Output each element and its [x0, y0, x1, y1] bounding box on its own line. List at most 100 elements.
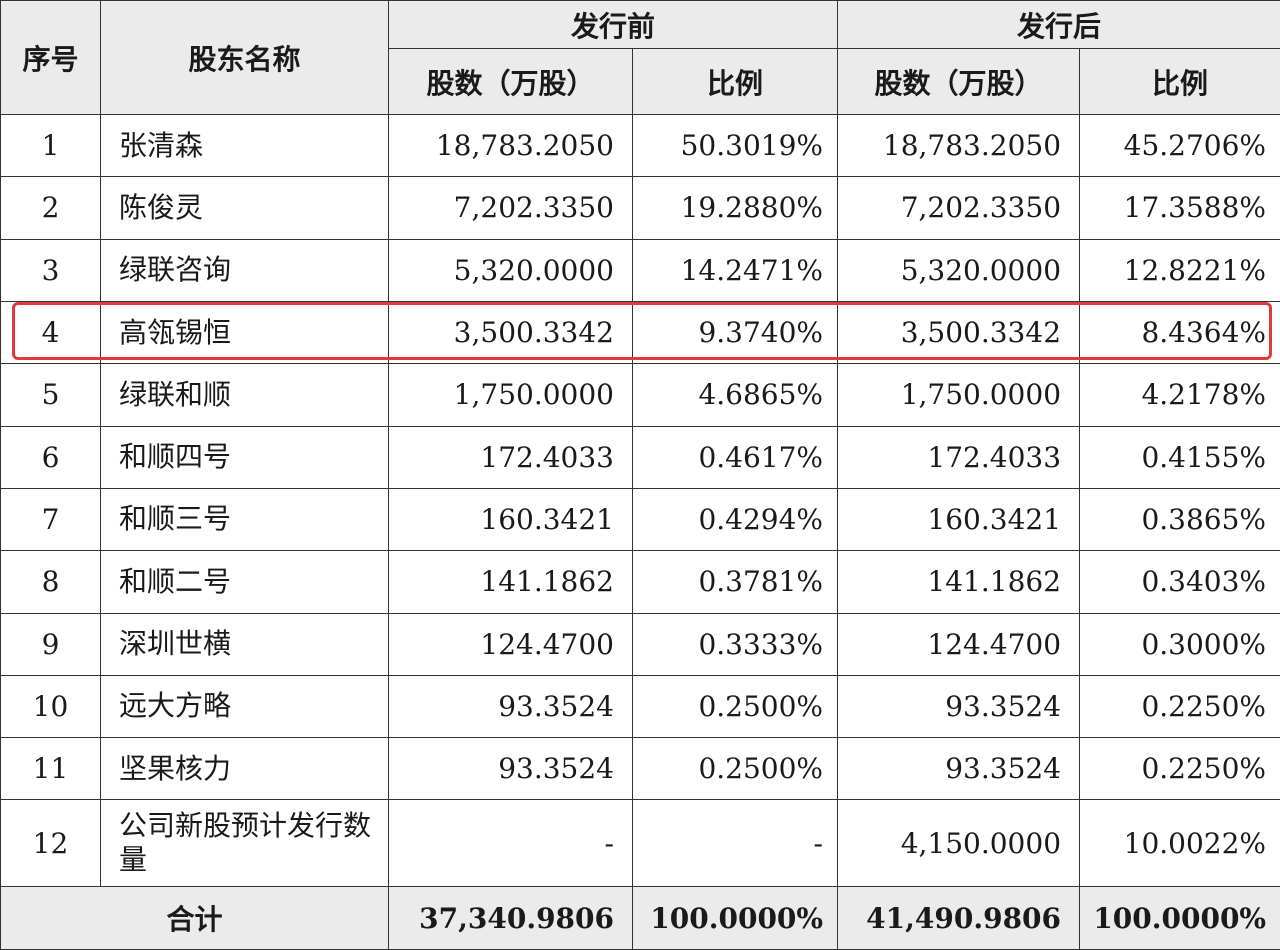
table-row-highlighted: 4 高瓴锡恒 3,500.3342 9.3740% 3,500.3342 8.4…	[0, 300, 1280, 365]
table-row: 6 和顺四号 172.4033 0.4617% 172.4033 0.4155%	[0, 425, 1280, 489]
after-ratio-cell: 10.0022%	[1079, 799, 1280, 887]
before-shares-cell: 1,750.0000	[388, 363, 633, 427]
header-row-2: 股数（万股） 比例 股数（万股） 比例	[1, 48, 1280, 115]
before-shares-cell: 172.4033	[388, 425, 633, 489]
total-row: 合计 37,340.9806 100.0000% 41,490.9806 100…	[0, 886, 1280, 950]
after-ratio-cell: 45.2706%	[1079, 113, 1280, 178]
header-name: 股东名称	[100, 0, 389, 115]
before-ratio-cell: 19.2880%	[631, 176, 839, 240]
before-shares-cell: 141.1862	[388, 550, 633, 614]
after-shares-cell: 3,500.3342	[837, 300, 1081, 365]
after-shares-cell: 4,150.0000	[837, 799, 1081, 887]
after-ratio-cell: 8.4364%	[1079, 300, 1280, 365]
header-before-ratio: 比例	[631, 48, 839, 115]
before-shares-cell: 93.3524	[388, 674, 633, 739]
table-row: 11 坚果核力 93.3524 0.2500% 93.3524 0.2250%	[0, 737, 1280, 801]
total-before-ratio: 100.0000%	[631, 886, 839, 950]
after-shares-cell: 18,783.2050	[837, 113, 1081, 178]
before-ratio-cell: 9.3740%	[631, 300, 839, 365]
before-shares-cell: -	[388, 799, 633, 887]
before-ratio-cell: 0.3333%	[631, 612, 839, 676]
shareholder-name-cell: 远大方略	[100, 674, 389, 739]
after-shares-cell: 93.3524	[837, 674, 1081, 739]
after-ratio-cell: 0.2250%	[1079, 737, 1280, 801]
header-before-shares: 股数（万股）	[388, 48, 633, 115]
shareholder-name-cell: 高瓴锡恒	[100, 300, 389, 365]
shareholder-name-cell: 公司新股预计发行数量	[100, 799, 389, 887]
seq-cell: 8	[0, 550, 101, 614]
total-after-shares: 41,490.9806	[837, 886, 1081, 950]
total-after-ratio: 100.0000%	[1079, 886, 1280, 950]
before-ratio-cell: 0.4617%	[631, 425, 839, 489]
shareholder-name-cell: 和顺三号	[100, 487, 389, 552]
table-row: 9 深圳世横 124.4700 0.3333% 124.4700 0.3000%	[0, 612, 1280, 676]
after-ratio-cell: 12.8221%	[1079, 238, 1280, 302]
before-ratio-cell: 0.4294%	[631, 487, 839, 552]
shareholder-name-cell: 和顺四号	[100, 425, 389, 489]
after-ratio-cell: 0.3403%	[1079, 550, 1280, 614]
table-row: 12 公司新股预计发行数量 - - 4,150.0000 10.0022%	[0, 799, 1280, 887]
before-shares-cell: 160.3421	[388, 487, 633, 552]
table-row: 2 陈俊灵 7,202.3350 19.2880% 7,202.3350 17.…	[0, 176, 1280, 240]
before-shares-cell: 7,202.3350	[388, 176, 633, 240]
shareholder-name-cell: 坚果核力	[100, 737, 389, 801]
after-shares-cell: 1,750.0000	[837, 363, 1081, 427]
table-row: 1 张清森 18,783.2050 50.3019% 18,783.2050 4…	[0, 113, 1280, 178]
before-ratio-cell: 4.6865%	[631, 363, 839, 427]
header-row-1: 序号 股东名称 发行前 发行后	[0, 0, 1280, 115]
after-shares-cell: 7,202.3350	[837, 176, 1081, 240]
total-label: 合计	[0, 886, 389, 950]
seq-cell: 7	[0, 487, 101, 552]
header-after: 发行后	[837, 0, 1280, 49]
seq-cell: 10	[0, 674, 101, 739]
before-ratio-cell: 0.2500%	[631, 674, 839, 739]
after-ratio-cell: 0.4155%	[1079, 425, 1280, 489]
after-ratio-cell: 0.3000%	[1079, 612, 1280, 676]
after-shares-cell: 160.3421	[837, 487, 1081, 552]
table-row: 5 绿联和顺 1,750.0000 4.6865% 1,750.0000 4.2…	[0, 363, 1280, 427]
table-row: 3 绿联咨询 5,320.0000 14.2471% 5,320.0000 12…	[0, 238, 1280, 302]
before-shares-cell: 5,320.0000	[388, 238, 633, 302]
table-row: 10 远大方略 93.3524 0.2500% 93.3524 0.2250%	[0, 674, 1280, 739]
shareholder-name-cell: 绿联咨询	[100, 238, 389, 302]
seq-cell: 5	[0, 363, 101, 427]
before-shares-cell: 18,783.2050	[388, 113, 633, 178]
after-shares-cell: 93.3524	[837, 737, 1081, 801]
shareholder-name-cell: 张清森	[100, 113, 389, 178]
header-before: 发行前	[387, 0, 839, 49]
after-shares-cell: 5,320.0000	[837, 238, 1081, 302]
before-shares-cell: 93.3524	[388, 737, 633, 801]
header-seq: 序号	[0, 0, 101, 115]
seq-cell: 4	[0, 300, 101, 365]
shareholder-name-cell: 陈俊灵	[100, 176, 389, 240]
shareholder-name-cell: 和顺二号	[100, 550, 389, 614]
before-ratio-cell: 0.3781%	[631, 550, 839, 614]
seq-cell: 9	[0, 612, 101, 676]
after-shares-cell: 141.1862	[837, 550, 1081, 614]
seq-cell: 3	[0, 238, 101, 302]
table-row: 7 和顺三号 160.3421 0.4294% 160.3421 0.3865%	[0, 487, 1280, 552]
after-ratio-cell: 17.3588%	[1079, 176, 1280, 240]
after-ratio-cell: 0.2250%	[1079, 674, 1280, 739]
after-shares-cell: 172.4033	[837, 425, 1081, 489]
header-after-ratio: 比例	[1079, 48, 1280, 115]
header-after-shares: 股数（万股）	[837, 48, 1081, 115]
before-ratio-cell: -	[631, 799, 839, 887]
table-row: 8 和顺二号 141.1862 0.3781% 141.1862 0.3403%	[0, 550, 1280, 614]
before-ratio-cell: 0.2500%	[631, 737, 839, 801]
total-before-shares: 37,340.9806	[388, 886, 633, 950]
after-ratio-cell: 4.2178%	[1079, 363, 1280, 427]
seq-cell: 2	[0, 176, 101, 240]
before-shares-cell: 124.4700	[388, 612, 633, 676]
seq-cell: 12	[0, 799, 101, 887]
after-shares-cell: 124.4700	[837, 612, 1081, 676]
before-ratio-cell: 50.3019%	[631, 113, 839, 178]
seq-cell: 6	[0, 425, 101, 489]
before-ratio-cell: 14.2471%	[631, 238, 839, 302]
seq-cell: 1	[0, 113, 101, 178]
shareholder-name-cell: 深圳世横	[100, 612, 389, 676]
shareholder-name-cell: 绿联和顺	[100, 363, 389, 427]
before-shares-cell: 3,500.3342	[388, 300, 633, 365]
after-ratio-cell: 0.3865%	[1079, 487, 1280, 552]
